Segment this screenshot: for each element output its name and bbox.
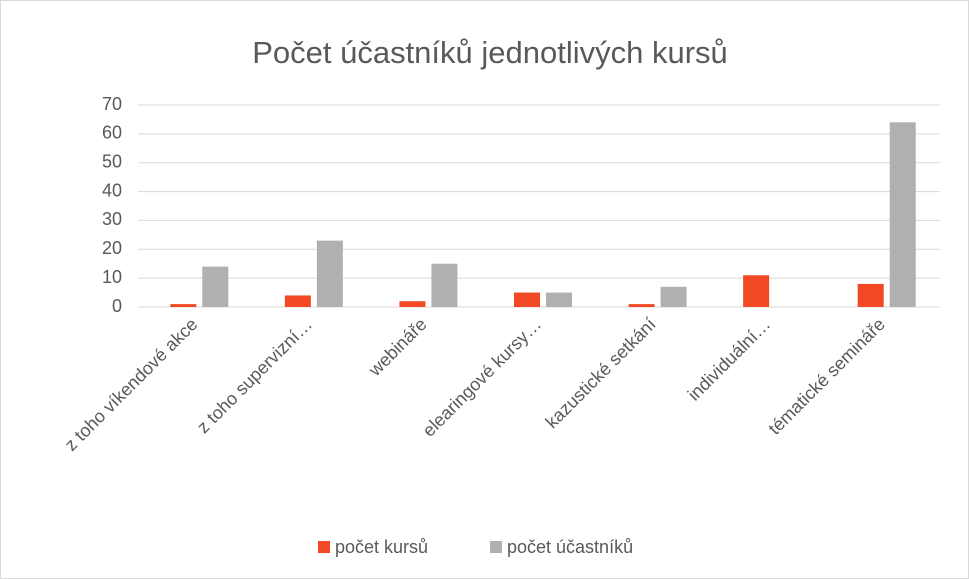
bar — [857, 283, 884, 307]
bar — [399, 301, 426, 307]
bar — [743, 275, 770, 307]
bar — [546, 292, 572, 307]
y-tick-label: 10 — [102, 267, 122, 287]
bar — [284, 295, 311, 307]
bar — [316, 240, 343, 307]
y-tick-label: 60 — [102, 123, 122, 143]
bar — [431, 263, 458, 307]
chart-title: Počet účastníků jednotlivých kursů — [252, 35, 728, 70]
bar — [660, 286, 687, 307]
legend-swatch — [318, 541, 330, 553]
bar — [514, 292, 540, 307]
bar — [170, 304, 197, 307]
legend-swatch — [490, 541, 502, 553]
y-tick-label: 30 — [102, 209, 122, 229]
bar — [628, 304, 655, 307]
bar — [202, 266, 229, 307]
y-tick-label: 70 — [102, 94, 122, 114]
bar — [889, 122, 916, 307]
legend-label: počet účastníků — [507, 537, 633, 557]
y-tick-label: 40 — [102, 180, 122, 200]
y-tick-label: 0 — [112, 296, 122, 316]
y-tick-label: 20 — [102, 238, 122, 258]
y-tick-label: 50 — [102, 151, 122, 171]
legend-label: počet kursů — [335, 537, 428, 557]
